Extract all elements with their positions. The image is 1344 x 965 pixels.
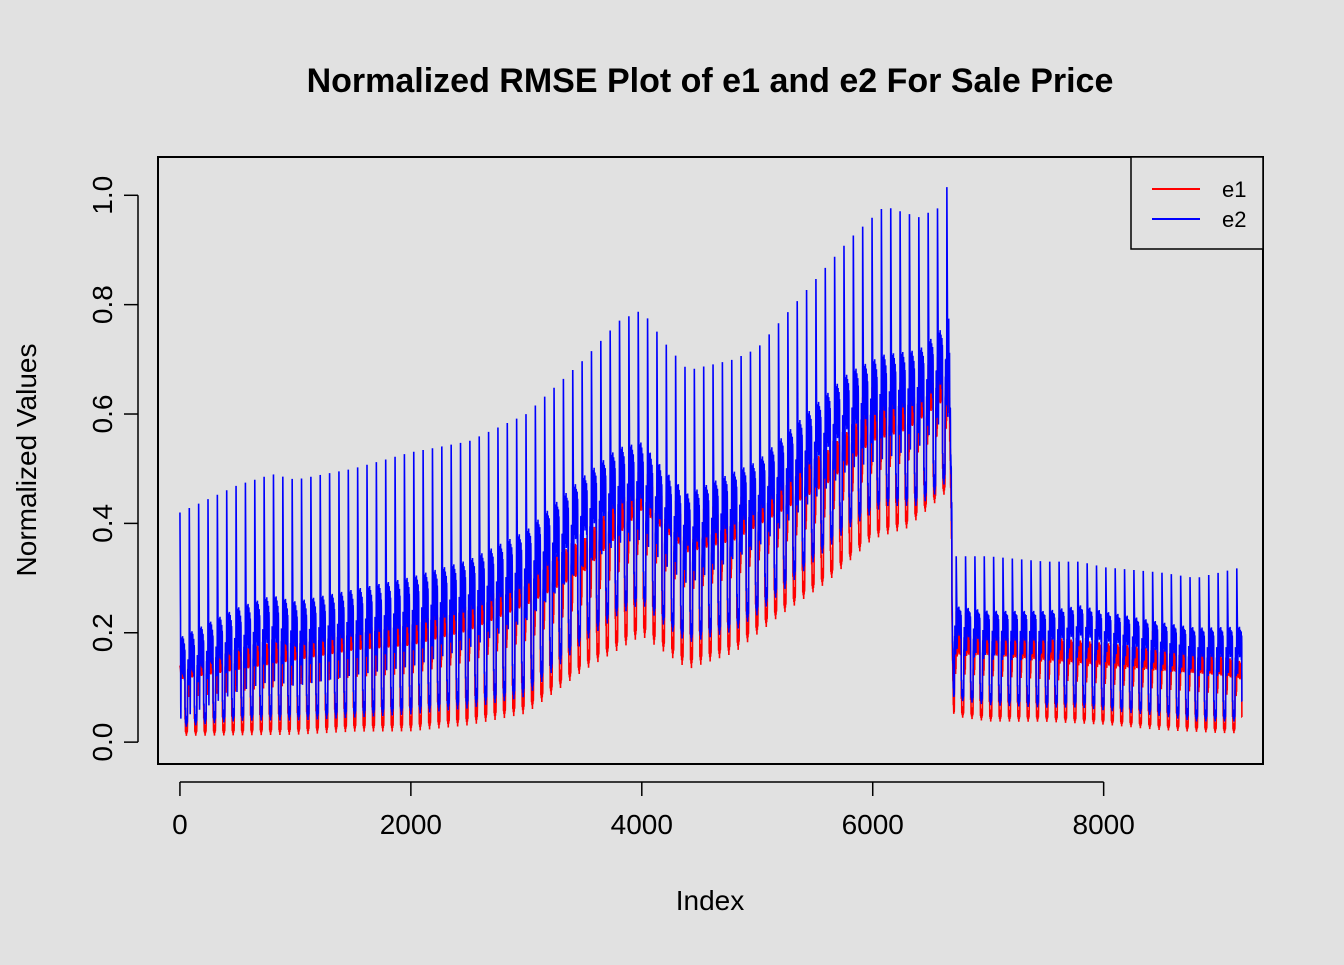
legend-label-e1: e1 bbox=[1222, 177, 1246, 202]
y-tick-label: 0.2 bbox=[87, 613, 118, 652]
x-tick-label: 0 bbox=[172, 809, 188, 840]
y-tick-label: 0.8 bbox=[87, 285, 118, 324]
legend: e1 e2 bbox=[1130, 156, 1264, 250]
x-tick-label: 8000 bbox=[1073, 809, 1135, 840]
legend-box bbox=[1130, 156, 1264, 250]
x-tick-label: 2000 bbox=[380, 809, 442, 840]
y-axis-label: Normalized Values bbox=[11, 344, 42, 577]
y-tick-label: 0.0 bbox=[87, 723, 118, 762]
x-tick-label: 4000 bbox=[611, 809, 673, 840]
chart-title: Normalized RMSE Plot of e1 and e2 For Sa… bbox=[307, 62, 1114, 100]
y-tick-label: 0.6 bbox=[87, 395, 118, 434]
series-layer bbox=[179, 187, 1243, 736]
plot-frame bbox=[157, 156, 1264, 765]
series-line-e2 bbox=[179, 187, 1243, 727]
y-tick-label: 1.0 bbox=[87, 176, 118, 215]
y-tick-label: 0.4 bbox=[87, 504, 118, 543]
axes: 0 2000 4000 6000 8000 0.0 0.2 0.4 0.6 0.8 1.0 bbox=[87, 176, 1135, 840]
x-axis-label: Index bbox=[676, 885, 745, 916]
x-tick-label: 6000 bbox=[842, 809, 904, 840]
legend-label-e2: e2 bbox=[1222, 207, 1246, 232]
